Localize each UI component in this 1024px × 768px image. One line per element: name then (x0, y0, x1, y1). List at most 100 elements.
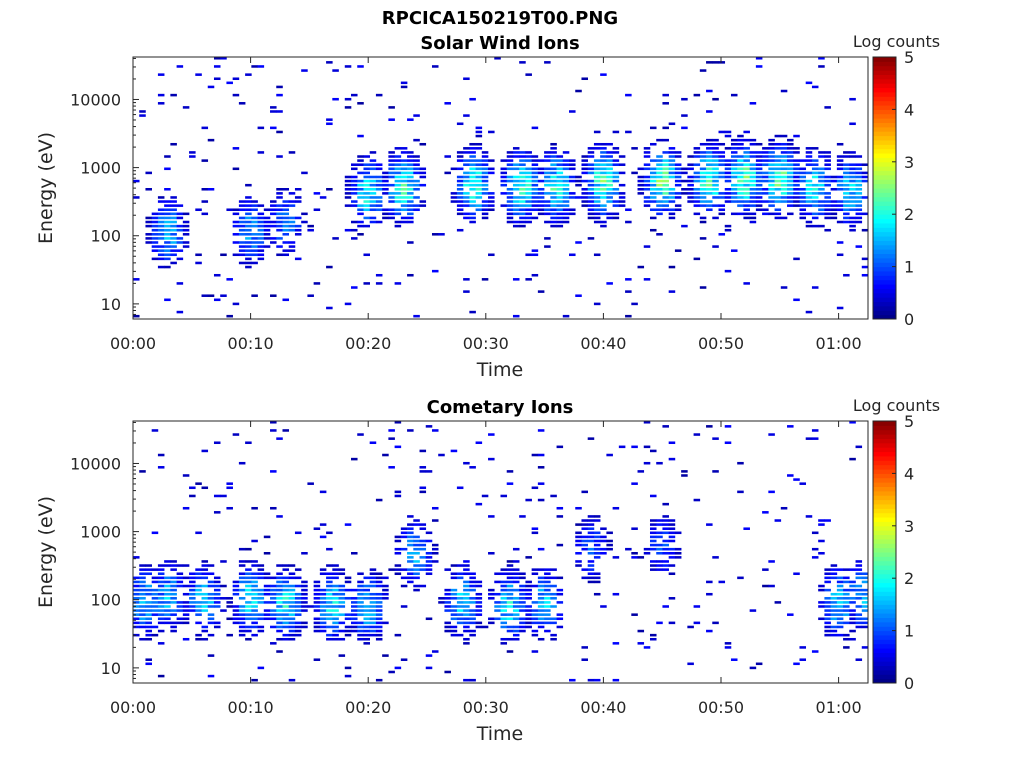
heatmap-cell (226, 278, 233, 281)
heatmap-cell (811, 175, 819, 179)
heatmap-cell (724, 646, 732, 649)
heatmap-cell (600, 539, 607, 543)
colorbar-segment (873, 455, 896, 461)
heatmap-cell (830, 613, 838, 616)
heatmap-cell (512, 637, 520, 641)
heatmap-cell (270, 241, 277, 244)
heatmap-cell (463, 568, 470, 571)
colorbar-segment (873, 477, 896, 483)
heatmap-cell (413, 547, 420, 551)
heatmap-cell (649, 167, 657, 171)
heatmap-cell (668, 163, 676, 166)
heatmap-cell (326, 61, 333, 64)
heatmap-cell (755, 175, 763, 179)
heatmap-cell (344, 175, 352, 179)
heatmap-cell (238, 204, 246, 207)
heatmap-cell (313, 605, 321, 608)
heatmap-cell (400, 576, 408, 580)
heatmap-cell (301, 597, 308, 600)
heatmap-cell (394, 490, 402, 494)
heatmap-cell (706, 167, 713, 171)
heatmap-cell (550, 188, 557, 191)
heatmap-cell (201, 609, 209, 612)
heatmap-cell (419, 539, 427, 543)
heatmap-cell (363, 208, 370, 212)
heatmap-cell (157, 466, 165, 469)
heatmap-cell (238, 597, 246, 600)
heatmap-cell (762, 175, 769, 179)
heatmap-cell (388, 208, 395, 212)
heatmap-cell (531, 253, 539, 257)
heatmap-cell (463, 183, 470, 187)
heatmap-cell (662, 102, 669, 105)
heatmap-cell (344, 188, 352, 191)
heatmap-cell (662, 527, 669, 530)
heatmap-cell (388, 568, 395, 571)
heatmap-cell (251, 216, 258, 220)
heatmap-cell (238, 220, 246, 224)
heatmap-cell (662, 552, 669, 555)
heatmap-cell (562, 179, 570, 183)
heatmap-cell (556, 167, 564, 171)
heatmap-cell (363, 621, 370, 625)
heatmap-cell (419, 490, 427, 494)
heatmap-cell (164, 601, 171, 604)
heatmap-cell (500, 588, 508, 592)
heatmap-cell (413, 584, 420, 588)
colorbar-tick-label: 2 (904, 205, 914, 224)
heatmap-cell (649, 179, 657, 183)
heatmap-cell (600, 147, 607, 150)
heatmap-cell (220, 57, 227, 60)
heatmap-cell (500, 609, 508, 612)
heatmap-cell (388, 216, 395, 220)
heatmap-cell (855, 183, 863, 187)
heatmap-cell (836, 588, 844, 592)
heatmap-cell (649, 228, 657, 232)
heatmap-cell (836, 188, 844, 191)
heatmap-cell (351, 220, 358, 224)
colorbar-tick-label: 5 (904, 412, 914, 431)
heatmap-cell (363, 196, 370, 199)
heatmap-cell (419, 142, 427, 146)
heatmap-cell (824, 228, 831, 232)
heatmap-cell (400, 175, 408, 179)
heatmap-cell (270, 429, 277, 432)
heatmap-cell (251, 204, 258, 207)
heatmap-cell (288, 605, 296, 608)
heatmap-cell (805, 163, 813, 166)
heatmap-cell (164, 298, 171, 302)
heatmap-cell (643, 188, 651, 191)
heatmap-cell (606, 175, 613, 179)
heatmap-cell (556, 163, 564, 166)
heatmap-cell (762, 200, 769, 203)
heatmap-cell (569, 167, 576, 171)
heatmap-cell (263, 613, 271, 616)
heatmap-cell (730, 147, 738, 150)
heatmap-cell (643, 204, 651, 207)
heatmap-cell (843, 171, 850, 175)
heatmap-cell (419, 556, 427, 559)
colorbar-segment (873, 222, 896, 228)
heatmap-cell (170, 576, 177, 580)
heatmap-cell (531, 196, 539, 199)
heatmap-cell (294, 633, 302, 637)
heatmap-cell (774, 183, 782, 187)
heatmap-cell (718, 142, 726, 146)
heatmap-cell (213, 511, 221, 514)
heatmap-cell (133, 621, 140, 625)
heatmap-cell (662, 568, 669, 571)
heatmap-cell (799, 188, 807, 191)
heatmap-cell (301, 588, 308, 592)
heatmap-cell (207, 633, 215, 637)
x-tick-label: 00:20 (345, 334, 391, 353)
heatmap-cell (463, 609, 470, 612)
heatmap-cell (494, 57, 501, 60)
heatmap-cell (836, 605, 844, 608)
heatmap-cell (195, 253, 202, 257)
heatmap-cell (849, 220, 856, 224)
heatmap-cell (270, 601, 277, 604)
heatmap-cell (593, 200, 601, 203)
heatmap-cell (282, 601, 290, 604)
heatmap-cell (463, 629, 470, 633)
